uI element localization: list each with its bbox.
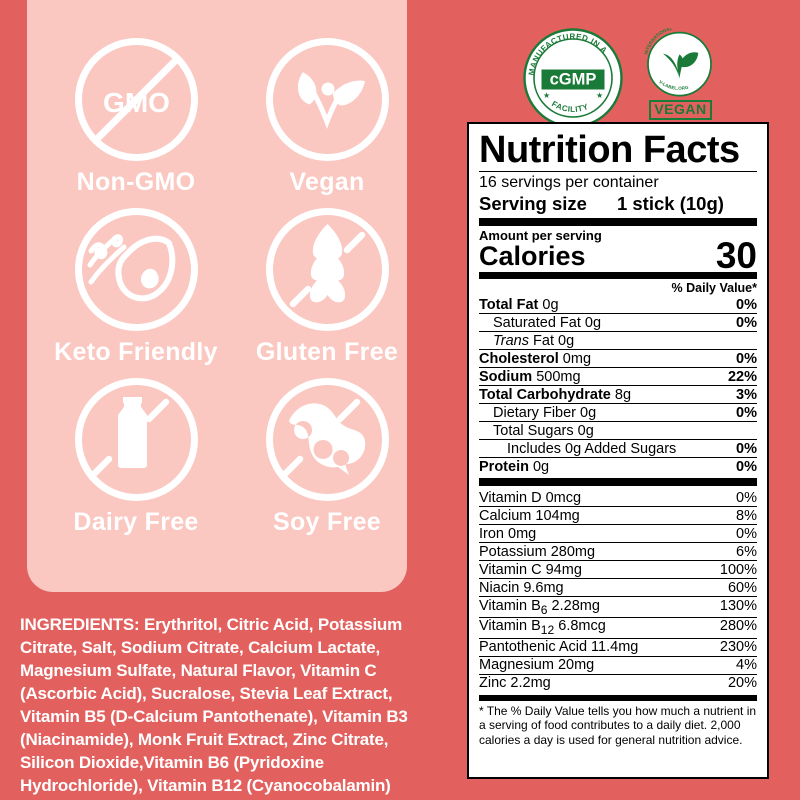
svg-text:GMO: GMO — [103, 87, 170, 118]
svg-text:cGMP: cGMP — [550, 71, 597, 89]
svg-text:★: ★ — [543, 91, 550, 100]
svg-text:★: ★ — [596, 91, 603, 100]
